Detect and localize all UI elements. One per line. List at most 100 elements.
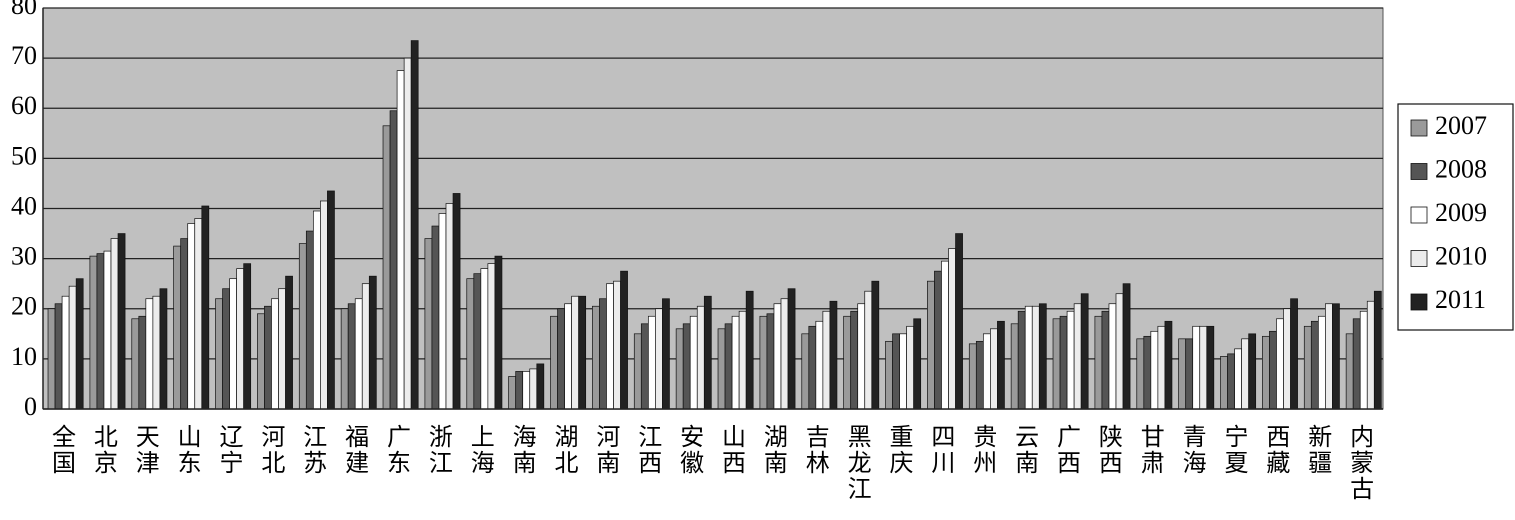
x-tick-label: 河南 — [596, 423, 621, 477]
bar — [829, 300, 838, 410]
bar — [640, 323, 649, 410]
bar — [564, 303, 572, 410]
bar — [759, 315, 768, 410]
bar — [138, 315, 147, 410]
x-tick-label: 湖南 — [763, 423, 788, 477]
bar — [731, 315, 740, 410]
bar — [906, 325, 915, 410]
bar — [180, 238, 189, 410]
x-tick-label: 福建 — [345, 423, 370, 477]
bar — [89, 255, 98, 410]
x-tick-label: 内蒙古 — [1350, 423, 1375, 503]
bar — [396, 70, 405, 410]
bar — [941, 260, 949, 410]
bar — [1317, 315, 1326, 410]
y-tick-label: 70 — [11, 41, 37, 70]
bar — [968, 343, 977, 410]
x-tick-label: 江苏 — [303, 423, 328, 477]
bar — [1038, 303, 1047, 410]
y-tick-label: 20 — [11, 292, 37, 321]
y-tick-label: 50 — [11, 141, 37, 170]
bar — [75, 278, 84, 410]
x-tick-label: 新疆 — [1308, 423, 1333, 477]
legend-label: 2009 — [1435, 198, 1487, 227]
bar — [1325, 303, 1333, 410]
x-tick-label: 海南 — [512, 423, 537, 477]
x-tick-label: 河北 — [261, 423, 286, 477]
bar — [508, 376, 517, 410]
bar — [424, 238, 433, 410]
bar — [738, 310, 747, 410]
bar — [1150, 330, 1159, 410]
bar — [745, 290, 754, 410]
bar — [934, 270, 942, 410]
bar — [222, 288, 230, 410]
bar — [1094, 315, 1103, 410]
bar — [647, 315, 656, 410]
bar — [633, 333, 642, 410]
bar — [655, 308, 663, 410]
bar — [780, 298, 789, 410]
bar — [850, 310, 859, 410]
bar — [1080, 293, 1089, 410]
bar — [201, 205, 210, 410]
bar — [675, 328, 684, 410]
bar — [452, 193, 461, 410]
bar — [278, 288, 286, 410]
bar — [801, 333, 810, 410]
bar — [347, 303, 356, 410]
bar — [1269, 330, 1277, 410]
bar — [117, 233, 126, 410]
bar — [1199, 325, 1208, 410]
x-tick-label: 山东 — [177, 423, 202, 477]
bar — [620, 270, 628, 410]
bar — [662, 298, 670, 410]
bar — [689, 315, 698, 410]
bar — [522, 371, 531, 410]
bar — [997, 320, 1005, 410]
bar — [1241, 338, 1250, 410]
x-tick-label: 吉林 — [805, 423, 830, 477]
bar — [1115, 293, 1124, 410]
bar — [215, 298, 223, 410]
bar — [808, 325, 817, 410]
bar — [1157, 325, 1166, 410]
bar — [1290, 298, 1298, 410]
bar — [682, 323, 691, 410]
bar — [1122, 283, 1131, 410]
bar — [703, 295, 712, 410]
bar — [892, 333, 900, 410]
bar — [1345, 333, 1354, 410]
x-tick-label: 辽宁 — [219, 423, 244, 477]
x-tick-label: 黑龙江 — [847, 423, 872, 503]
legend-swatch — [1410, 163, 1428, 180]
bar — [340, 308, 349, 410]
x-tick-label: 陕西 — [1098, 423, 1123, 477]
bar — [787, 288, 796, 410]
bar — [550, 315, 558, 410]
bar — [1052, 318, 1061, 410]
bar — [871, 280, 880, 410]
bar — [1262, 335, 1270, 410]
x-tick-label: 湖北 — [554, 423, 579, 477]
bar — [613, 280, 621, 410]
bar — [1276, 318, 1284, 410]
bar — [145, 298, 154, 410]
bar — [312, 210, 321, 410]
bar — [438, 213, 447, 410]
bar — [410, 40, 419, 410]
legend-label: 2008 — [1435, 154, 1487, 183]
bar — [298, 243, 307, 410]
bar — [494, 255, 503, 410]
x-tick-label: 安徽 — [680, 423, 705, 477]
bar — [1164, 320, 1173, 410]
bar — [103, 250, 112, 410]
bar — [47, 308, 56, 410]
bar — [1303, 325, 1312, 410]
bar — [194, 218, 203, 410]
legend-swatch — [1410, 250, 1428, 267]
bar — [236, 268, 245, 410]
bar — [361, 283, 370, 410]
x-tick-label: 广东 — [386, 423, 411, 477]
bar — [885, 340, 893, 410]
